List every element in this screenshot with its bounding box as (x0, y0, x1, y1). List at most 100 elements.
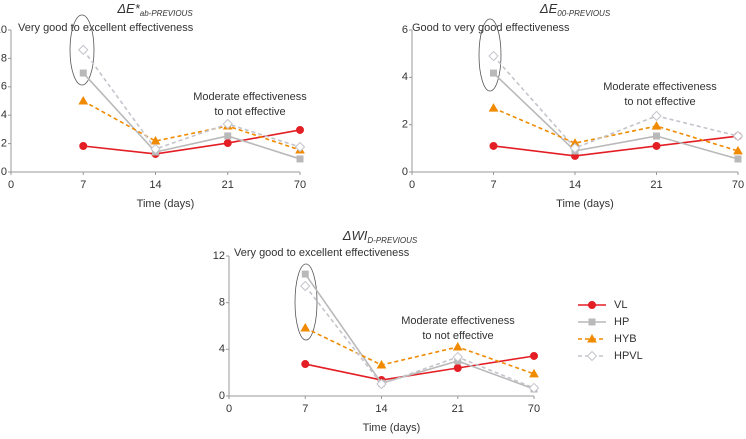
point (652, 141, 661, 150)
point (222, 118, 233, 130)
point (734, 155, 742, 163)
annotation: to not effective (214, 106, 285, 118)
y-tick-label: 10 (0, 24, 7, 36)
point (530, 351, 538, 360)
point (223, 139, 232, 148)
point (588, 318, 596, 326)
highlight-ellipse (69, 14, 95, 86)
title-sub: 00-PREVIOUS (557, 9, 611, 18)
point (150, 143, 161, 155)
point (301, 360, 310, 369)
point (79, 142, 88, 151)
title-main: ΔE* (116, 1, 140, 16)
series-line (493, 135, 739, 157)
title-sub: D-PREVIOUS (367, 236, 417, 245)
title-sub: ab-PREVIOUS (140, 9, 194, 18)
y-tick-label: 6 (402, 24, 408, 36)
x-axis-label: Time (days) (137, 198, 195, 210)
y-tick-label: 0 (219, 390, 225, 402)
x-tick-label: 70 (294, 179, 306, 191)
point (651, 110, 662, 122)
x-tick-label: 7 (490, 179, 496, 191)
x-tick-label: 7 (80, 179, 86, 191)
point (78, 44, 89, 56)
x-tick-label: 14 (149, 179, 161, 191)
y-tick-label: 4 (1, 109, 7, 121)
y-tick-label: 6 (1, 81, 7, 93)
point (733, 145, 743, 155)
annotation: Very good to excellent effectiveness (18, 22, 194, 34)
series-line (492, 55, 739, 150)
point (489, 141, 498, 150)
series-line (492, 72, 739, 160)
y-tick-label: 0 (1, 166, 7, 178)
annotation: Moderate effectiveness (193, 91, 307, 103)
highlight-ellipse (478, 18, 502, 92)
point (653, 132, 660, 140)
y-tick-label: 8 (219, 297, 225, 309)
point (569, 142, 581, 154)
point (529, 368, 539, 378)
point (300, 322, 311, 332)
y-tick-label: 0 (402, 166, 408, 178)
annotation: Moderate effectiveness (401, 315, 515, 327)
x-tick-label: 21 (650, 179, 662, 191)
point (651, 121, 662, 130)
point (488, 50, 499, 62)
point (296, 125, 304, 134)
x-tick-label: 70 (732, 179, 744, 191)
point (224, 132, 232, 140)
y-tick-label: 2 (1, 138, 7, 150)
y-tick-label: 2 (402, 119, 408, 131)
chart-title: ΔE00-PREVIOUS (539, 1, 611, 18)
x-axis-label: Time (days) (363, 422, 421, 434)
point (453, 364, 462, 372)
chart-title: ΔWID-PREVIOUS (342, 228, 418, 245)
x-tick-label: 0 (409, 179, 415, 191)
annotation: Very good to excellent effectiveness (234, 247, 410, 259)
x-tick-label: 21 (452, 403, 464, 415)
x-tick-label: 21 (222, 179, 234, 191)
legend-label: VL (614, 299, 627, 311)
annotation: Moderate effectiveness (603, 81, 717, 93)
point (301, 270, 309, 278)
series-line (493, 107, 739, 152)
annotation: Good to very good effectiveness (412, 22, 570, 34)
y-tick-label: 4 (219, 343, 225, 355)
point (79, 69, 87, 77)
x-tick-label: 0 (226, 403, 232, 415)
series-line (82, 100, 301, 151)
series-line (304, 285, 535, 389)
point (586, 350, 598, 362)
x-axis-label: Time (days) (556, 198, 614, 210)
y-tick-label: 8 (1, 52, 7, 64)
series-line (305, 355, 535, 381)
x-tick-label: 0 (8, 179, 14, 191)
chart-title: ΔE*ab-PREVIOUS (116, 1, 193, 18)
x-tick-label: 70 (528, 403, 540, 415)
title-main: ΔE (539, 1, 558, 16)
y-tick-label: 12 (213, 250, 225, 262)
point (488, 103, 499, 112)
title-main: ΔWI (342, 228, 368, 243)
point (732, 130, 744, 142)
annotation: to not effective (422, 330, 493, 342)
x-tick-label: 14 (569, 179, 581, 191)
legend-label: HPVL (614, 350, 643, 362)
point (587, 333, 597, 343)
annotation: to not effective (624, 96, 695, 108)
series-line (82, 72, 301, 160)
point (376, 359, 387, 369)
highlight-ellipse (294, 263, 318, 341)
point (588, 301, 596, 309)
series-line (83, 129, 301, 155)
legend-label: HP (614, 316, 629, 328)
y-tick-label: 4 (402, 71, 408, 83)
point (376, 378, 387, 390)
point (78, 95, 89, 105)
point (296, 155, 304, 163)
point (528, 382, 540, 394)
point (294, 141, 306, 153)
point (490, 69, 497, 77)
